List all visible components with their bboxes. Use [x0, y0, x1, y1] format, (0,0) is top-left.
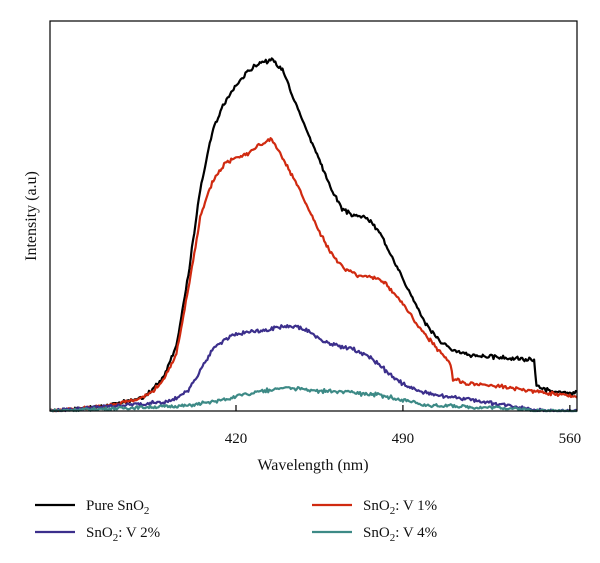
series-line-sno2-v-4: [49, 386, 577, 413]
legend-label-sno2-v-2: SnO2: V 2%: [86, 525, 160, 544]
series-line-pure-sno2: [49, 57, 578, 413]
series-line-sno2-v-1: [49, 137, 578, 413]
plot-frame: [49, 20, 578, 412]
x-tick-label-490: 490: [392, 431, 415, 447]
x-tick-label-420: 420: [225, 431, 248, 447]
series-line-sno2-v-2: [49, 324, 578, 413]
x-tick-label-560: 560: [559, 431, 582, 447]
x-ticks: 420 490 560: [225, 405, 581, 447]
legend-label-sno2-v-1: SnO2: V 1%: [363, 498, 437, 517]
series-layer: [49, 57, 578, 413]
legend-label-pure-sno2: Pure SnO2: [86, 498, 149, 517]
legend: Pure SnO2 SnO2: V 1% SnO2: V 2% SnO2: V 4%: [35, 498, 437, 544]
x-axis-title: Wavelength (nm): [257, 457, 368, 474]
legend-label-sno2-v-4: SnO2: V 4%: [363, 525, 437, 544]
y-axis-title: Intensity (a.u): [23, 171, 40, 261]
